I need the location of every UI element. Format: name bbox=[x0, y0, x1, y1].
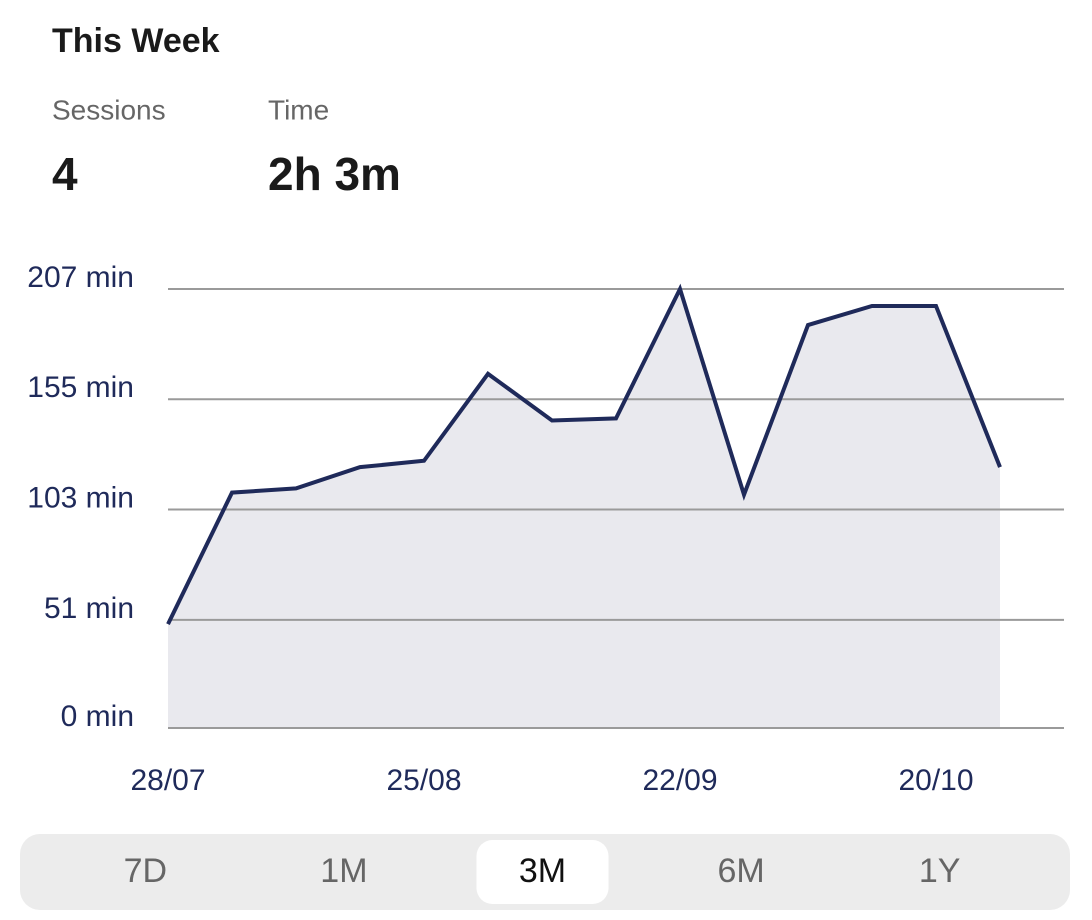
y-tick-label: 207 min bbox=[27, 261, 134, 294]
y-tick-label: 155 min bbox=[27, 371, 134, 404]
stat-value: 2h 3m bbox=[268, 148, 401, 200]
x-tick-label: 28/07 bbox=[130, 764, 205, 797]
area bbox=[168, 289, 1000, 728]
x-tick-label: 20/10 bbox=[898, 764, 973, 797]
stat-label: Time bbox=[268, 94, 329, 125]
y-tick-label: 103 min bbox=[27, 481, 134, 514]
segment[interactable]: 1M bbox=[320, 852, 367, 890]
line bbox=[166, 283, 1002, 625]
x-tick-label: 25/08 bbox=[386, 764, 461, 797]
segment[interactable]: 6M bbox=[717, 852, 764, 890]
stat-label: Sessions bbox=[52, 94, 166, 125]
stat-value: 4 bbox=[52, 148, 78, 200]
selected-segment bbox=[476, 840, 609, 904]
y-tick-label: 0 min bbox=[61, 700, 134, 733]
segment[interactable]: 1Y bbox=[919, 852, 961, 890]
title: This Week bbox=[52, 22, 220, 60]
segment[interactable]: 7D bbox=[124, 852, 167, 890]
segment-selected[interactable]: 3M bbox=[519, 852, 566, 890]
y-tick-label: 51 min bbox=[44, 592, 134, 625]
x-tick-label: 22/09 bbox=[642, 764, 717, 797]
